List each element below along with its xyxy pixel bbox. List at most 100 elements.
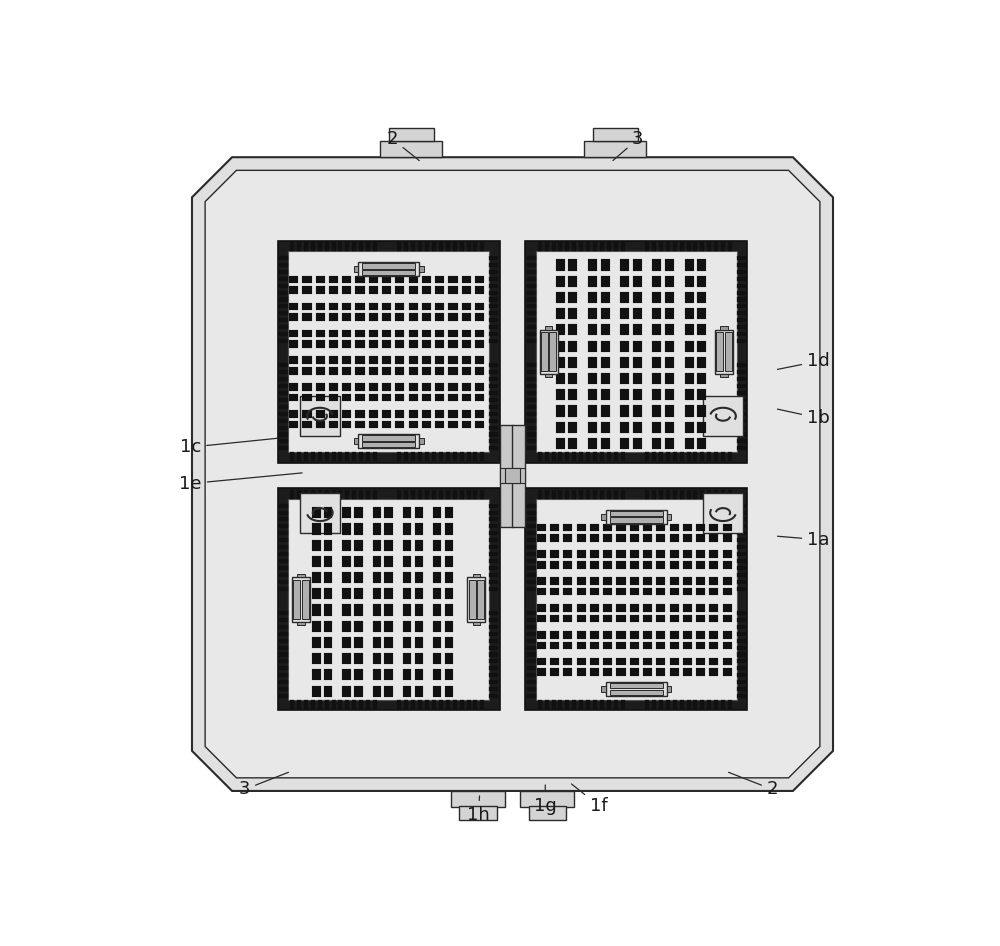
Bar bbox=[683, 604, 692, 612]
Bar bbox=[693, 700, 697, 709]
Bar bbox=[489, 687, 498, 692]
Bar bbox=[366, 490, 370, 499]
Bar bbox=[279, 318, 288, 323]
Bar bbox=[737, 305, 746, 308]
Bar bbox=[563, 534, 572, 542]
Bar bbox=[527, 611, 536, 615]
Bar bbox=[714, 490, 718, 499]
Bar bbox=[563, 587, 572, 595]
Bar bbox=[656, 669, 665, 675]
Bar bbox=[665, 438, 674, 449]
Bar bbox=[382, 276, 391, 284]
Bar bbox=[556, 308, 565, 320]
Bar bbox=[728, 700, 732, 709]
Bar bbox=[448, 313, 458, 321]
Bar bbox=[358, 434, 419, 448]
Bar bbox=[489, 318, 498, 323]
Bar bbox=[342, 367, 351, 375]
Bar bbox=[279, 270, 288, 273]
Bar bbox=[565, 490, 569, 499]
Bar bbox=[318, 700, 322, 709]
Bar bbox=[489, 680, 498, 684]
Bar bbox=[422, 276, 431, 284]
Bar bbox=[489, 263, 498, 267]
Bar bbox=[737, 398, 746, 402]
Bar bbox=[696, 615, 705, 622]
Bar bbox=[475, 287, 484, 294]
Bar bbox=[342, 329, 351, 337]
Bar bbox=[527, 290, 536, 294]
Bar bbox=[279, 511, 288, 515]
Bar bbox=[527, 363, 536, 367]
Bar bbox=[588, 341, 597, 352]
Bar bbox=[373, 507, 381, 518]
Bar bbox=[480, 700, 484, 709]
Bar bbox=[620, 275, 629, 287]
Bar bbox=[610, 690, 663, 695]
Bar bbox=[279, 290, 288, 294]
Bar bbox=[620, 406, 629, 416]
Bar bbox=[696, 631, 705, 639]
Bar bbox=[652, 452, 656, 462]
Bar bbox=[395, 313, 404, 321]
Bar bbox=[737, 618, 746, 622]
Bar bbox=[439, 700, 443, 709]
Bar bbox=[568, 324, 577, 336]
Bar bbox=[737, 370, 746, 375]
Bar bbox=[549, 332, 556, 371]
Bar bbox=[397, 452, 401, 462]
Bar bbox=[643, 657, 652, 665]
Bar bbox=[453, 700, 457, 709]
Bar bbox=[563, 561, 572, 569]
Bar bbox=[527, 439, 536, 444]
Bar bbox=[527, 377, 536, 381]
Bar bbox=[480, 490, 484, 499]
Bar bbox=[568, 438, 577, 449]
Bar bbox=[643, 577, 652, 585]
Bar bbox=[403, 686, 411, 696]
Bar bbox=[460, 490, 464, 499]
Bar bbox=[552, 700, 556, 709]
Bar bbox=[409, 303, 418, 310]
Bar bbox=[354, 572, 363, 583]
Bar bbox=[696, 604, 705, 612]
Bar bbox=[568, 422, 577, 433]
Bar bbox=[489, 339, 498, 343]
Bar bbox=[435, 411, 444, 418]
Bar bbox=[621, 452, 625, 462]
Bar bbox=[489, 624, 498, 629]
Bar bbox=[279, 674, 288, 677]
Bar bbox=[469, 580, 476, 619]
Bar bbox=[384, 539, 393, 551]
Bar bbox=[302, 411, 312, 418]
Bar bbox=[432, 490, 436, 499]
Bar bbox=[737, 611, 746, 615]
Bar bbox=[395, 341, 404, 348]
Bar bbox=[345, 700, 349, 709]
Bar bbox=[411, 490, 415, 499]
Bar bbox=[737, 432, 746, 436]
Bar bbox=[709, 587, 718, 595]
Bar bbox=[475, 329, 484, 337]
Bar bbox=[435, 329, 444, 337]
Bar bbox=[403, 621, 411, 632]
Bar bbox=[422, 329, 431, 337]
Bar bbox=[723, 641, 732, 649]
Bar bbox=[685, 373, 694, 384]
Bar bbox=[616, 631, 626, 639]
Bar bbox=[687, 242, 691, 251]
Bar bbox=[369, 329, 378, 337]
Bar bbox=[354, 637, 363, 648]
Bar bbox=[462, 367, 471, 375]
Bar bbox=[683, 641, 692, 649]
Bar bbox=[652, 373, 661, 384]
Bar bbox=[403, 653, 411, 664]
Bar bbox=[665, 324, 674, 336]
Bar bbox=[382, 411, 391, 418]
Bar bbox=[369, 421, 378, 429]
Bar bbox=[525, 488, 747, 710]
Bar bbox=[397, 700, 401, 709]
Bar bbox=[565, 700, 569, 709]
Bar bbox=[304, 700, 308, 709]
Bar bbox=[362, 435, 415, 441]
